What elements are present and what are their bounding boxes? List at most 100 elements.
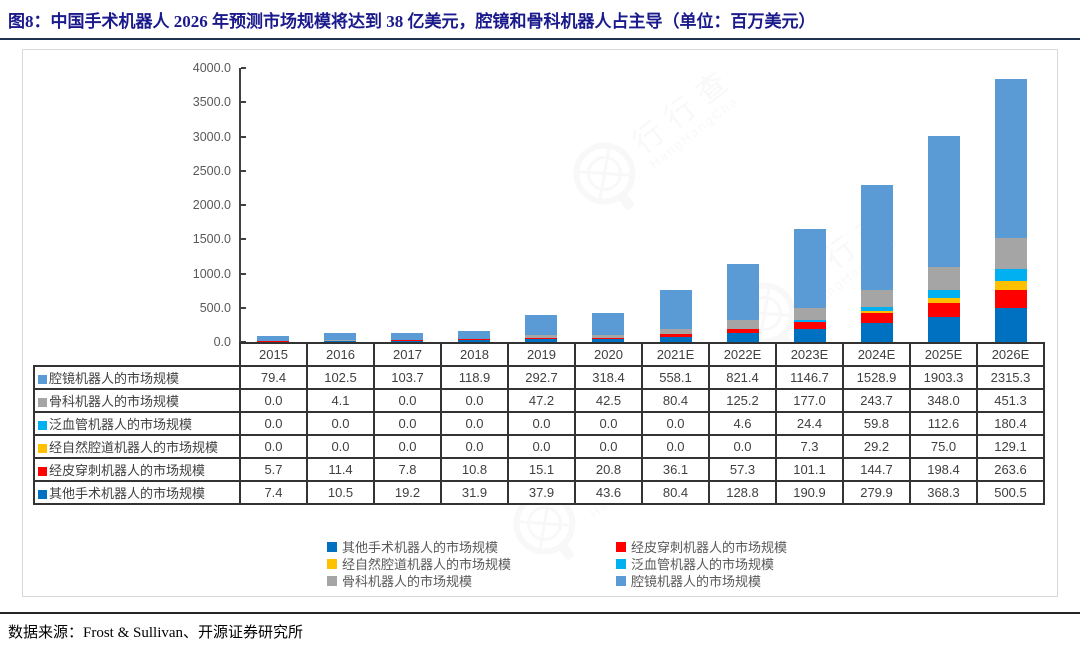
value-cell: 101.1 [775,457,844,482]
y-axis-label: 4000.0 [192,61,231,75]
chart-panel: 行行查HangHangCha行行查HangHangCha行行查HangHangC… [22,49,1058,597]
bar-segment-series-5 [525,339,558,342]
bar-segment-series-1 [726,320,759,329]
y-axis-label: 3000.0 [192,129,231,144]
table-row: 经自然腔道机器人的市场规模 0.0 0.0 0.0 0.0 0.0 0.0 0.0 0.0 7.3… [33,434,1045,459]
series-label-cell: 腔镜机器人的市场规模 [33,365,241,390]
bar-column-2023E [793,229,826,342]
value-cell: 177.0 [775,388,844,413]
value-cell: 243.7 [842,388,911,413]
value-cell: 144.7 [842,457,911,482]
year-header-cell: 2023E [775,342,844,367]
bar-segment-series-0 [861,185,894,291]
bar-column-2022E [726,264,759,342]
value-cell: 0.0 [440,388,509,413]
series-marker-icon [38,375,47,384]
value-cell: 37.9 [507,480,576,505]
y-axis-tick [241,341,246,343]
bar-segment-series-5 [793,328,826,342]
y-axis-label: 2500.0 [192,163,231,178]
value-cell: 5.7 [239,457,308,482]
value-cell: 368.3 [909,480,978,505]
bar-segment-series-1 [592,334,625,338]
bar-column-2016 [323,333,356,342]
y-axis-label: 500.0 [199,300,231,315]
value-cell: 31.9 [440,480,509,505]
bar-segment-series-0 [256,335,289,342]
value-cell: 0.0 [239,434,308,459]
bar-segment-series-1 [525,335,558,339]
bar-segment-series-1 [793,307,826,320]
bar-segment-series-4 [726,329,759,334]
value-cell: 0.0 [641,434,710,459]
legend-item: 骨科机器人的市场规模 [327,572,472,589]
value-cell: 36.1 [641,457,710,482]
y-axis-tick [241,238,246,241]
bar-segment-series-0 [525,315,558,336]
table-corner-cell [34,343,240,366]
y-axis-label: 3500.0 [192,95,231,110]
bar-segment-series-4 [928,303,961,317]
bar-segment-series-4 [458,339,491,340]
bar-column-2021E [659,290,692,342]
bar-column-2017 [390,333,423,342]
source-text: 数据来源：Frost & Sullivan、开源证券研究所 [8,625,304,641]
bar-segment-series-4 [659,334,692,337]
legend-item: 经皮穿刺机器人的市场规模 [616,538,787,555]
value-cell: 0.0 [306,434,375,459]
bar-segment-series-5 [256,341,289,342]
value-cell: 118.9 [440,365,509,390]
legend-marker-icon [327,575,337,586]
bar-segment-series-0 [995,79,1028,238]
bar-segment-series-4 [995,289,1028,308]
year-header-cell: 2016 [306,342,375,367]
bar-segment-series-4 [861,312,894,323]
value-cell: 0.0 [708,434,777,459]
value-cell: 1146.7 [775,365,844,390]
figure-title: 图8：中国手术机器人 2026 年预测市场规模将达到 38 亿美元，腔镜和骨科机… [8,12,816,31]
value-cell: 19.2 [373,480,442,505]
bar-segment-series-0 [793,229,826,308]
bar-segment-series-0 [323,333,356,341]
bar-segment-series-3 [928,298,961,304]
bar-segment-series-2 [861,306,894,311]
value-cell: 500.5 [976,480,1045,505]
year-header-cell: 2022E [708,342,777,367]
value-cell: 263.6 [976,457,1045,482]
bar-segment-series-1 [861,290,894,307]
bar-segment-series-1 [995,237,1028,269]
value-cell: 2315.3 [976,365,1045,390]
value-cell: 102.5 [306,365,375,390]
value-cell: 24.4 [775,411,844,436]
bar-segment-series-4 [592,337,625,340]
bar-segment-series-4 [323,340,356,342]
value-cell: 279.9 [842,480,911,505]
value-cell: 112.6 [909,411,978,436]
bar-segment-series-4 [390,340,423,341]
legend-label: 腔镜机器人的市场规模 [631,574,762,589]
table-row: 泛血管机器人的市场规模 0.0 0.0 0.0 0.0 0.0 0.0 0.0 4.6 24.4 5… [33,411,1045,436]
y-axis-line [239,68,241,342]
year-header-cell: 2019 [507,342,576,367]
value-cell: 4.6 [708,411,777,436]
value-cell: 0.0 [507,434,576,459]
bar-segment-series-5 [928,316,961,342]
value-cell: 0.0 [239,411,308,436]
legend-item: 经自然腔道机器人的市场规模 [327,555,511,572]
value-cell: 125.2 [708,388,777,413]
year-header-cell: 2017 [373,342,442,367]
legend-marker-icon [616,575,626,586]
bar-segment-series-0 [390,333,423,341]
y-axis-tick [241,67,246,69]
bar-segment-series-5 [323,341,356,342]
plot-area [239,68,1045,342]
bar-segment-series-4 [793,322,826,329]
value-cell: 80.4 [641,480,710,505]
y-axis-label: 0.0 [213,335,231,349]
bar-segment-series-5 [726,333,759,342]
bar-segment-series-2 [793,319,826,322]
year-header-cell: 2020 [574,342,643,367]
bar-segment-series-4 [525,338,558,340]
series-label-cell: 骨科机器人的市场规模 [33,388,241,413]
bar-segment-series-5 [390,340,423,342]
